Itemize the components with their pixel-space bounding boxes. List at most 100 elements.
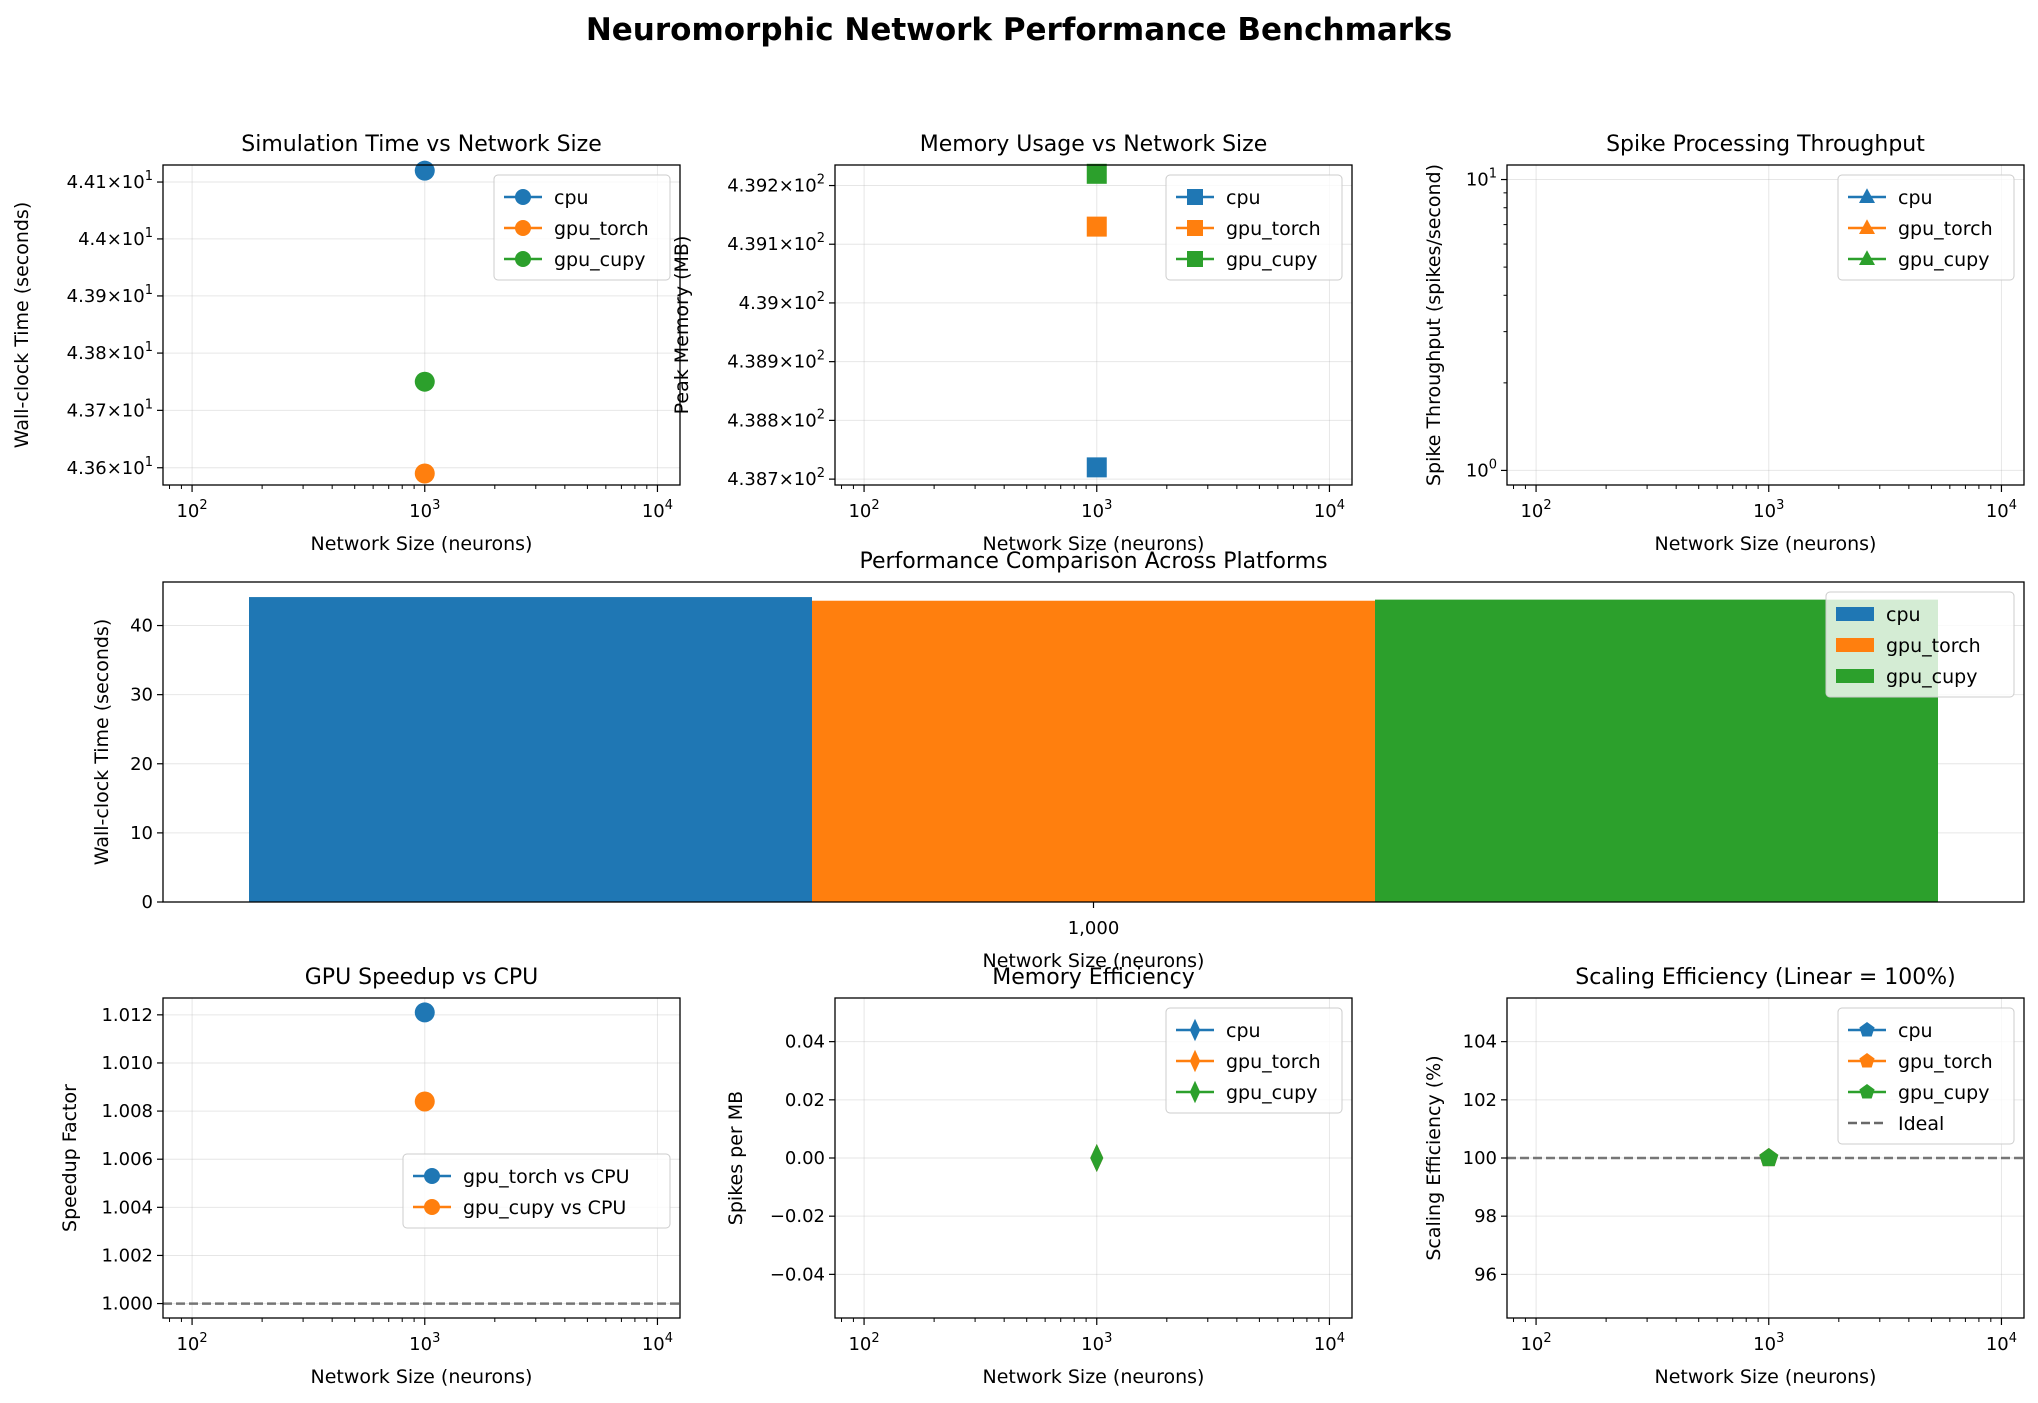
legend-label: gpu_cupy — [1226, 249, 1317, 271]
y-tick-label: 4.38×101 — [67, 340, 153, 364]
y-tick-label: 1.002 — [101, 1245, 153, 1266]
legend: gpu_torch vs CPU gpu_cupy vs CPU — [402, 1153, 671, 1229]
x-tick-label: 102 — [848, 1331, 879, 1355]
y-tick-label: 98 — [1474, 1206, 1497, 1227]
y-tick-label: 101 — [1466, 167, 1497, 191]
legend-item-cpu: cpu — [1848, 187, 1933, 209]
legend: cpu gpu_torch gpu_cupy Ideal — [1837, 1007, 2015, 1145]
legend-label: gpu_torch — [1898, 1051, 1993, 1073]
point-gpu_cupy — [1086, 163, 1107, 184]
legend-label: gpu_torch — [1886, 635, 1981, 657]
x-tick-label: 104 — [1986, 498, 2017, 522]
y-tick-label: 1.004 — [101, 1197, 153, 1218]
legend-label: cpu — [1886, 604, 1921, 626]
legend-label: Ideal — [1898, 1113, 1944, 1135]
legend-marker — [1187, 220, 1203, 236]
legend-marker — [515, 220, 531, 236]
legend-frame — [1165, 1007, 1343, 1114]
legend-marker — [1859, 219, 1875, 234]
point-gpu_torch — [1086, 216, 1107, 237]
y-tick-label: 1.006 — [101, 1149, 153, 1170]
y-tick-label: 100 — [1463, 1148, 1497, 1169]
y-tick-label: 96 — [1474, 1264, 1497, 1285]
panel-title: Scaling Efficiency (Linear = 100%) — [1575, 965, 1956, 990]
y-tick-label: 4.392×102 — [727, 173, 825, 197]
legend-item-Ideal: Ideal — [1848, 1113, 1944, 1135]
y-tick-label: −0.04 — [770, 1264, 825, 1285]
panel-title: Memory Efficiency — [992, 965, 1194, 990]
x-axis-label: Network Size (neurons) — [983, 533, 1205, 555]
legend-item-gpu_cupy: gpu_cupy — [1848, 249, 1989, 271]
legend-swatch — [1836, 669, 1874, 683]
y-tick-label: 40 — [130, 616, 153, 637]
legend-item-gpu_cupy: gpu_cupy — [1176, 249, 1317, 271]
legend-item-gpu_cupy: gpu_cupy — [504, 249, 645, 271]
x-axis-label: Network Size (neurons) — [311, 1366, 533, 1388]
legend-label: gpu_torch — [1226, 218, 1321, 240]
panel-throughput: 102 103 104 100 101 Spike Processing Throughp… — [1423, 132, 2025, 555]
legend-label: cpu — [554, 187, 589, 209]
x-tick-label: 104 — [642, 1331, 673, 1355]
y-tick-label: 0.02 — [785, 1090, 825, 1111]
x-axis-label: Network Size (neurons) — [983, 1366, 1205, 1388]
legend-marker — [1189, 1049, 1201, 1073]
legend: cpu gpu_torch gpu_cupy — [1165, 174, 1343, 281]
legend-item-gpu_torch: gpu_torch — [1848, 218, 1993, 240]
y-tick-label: 1.012 — [101, 1005, 153, 1026]
legend-label: gpu_torch — [1226, 1051, 1321, 1073]
legend-item-gpu_cupy: gpu_cupy — [1176, 1080, 1317, 1104]
axes-frame — [1506, 164, 2025, 486]
x-tick-label: 103 — [1753, 498, 1784, 522]
panel-speedup: 102 103 104 1.000 1.002 1.004 1.006 1.008 1.010 1… — [59, 965, 681, 1388]
y-tick-label: 1.010 — [101, 1053, 153, 1074]
x-tick-label: 103 — [1081, 1331, 1112, 1355]
y-axis-label: Spikes per MB — [725, 1091, 747, 1225]
x-tick-label: 102 — [848, 498, 879, 522]
legend-item-cpu: cpu — [1176, 1018, 1261, 1042]
y-tick-label: 4.37×101 — [67, 397, 153, 421]
legend-item-cpu: cpu — [1176, 187, 1261, 209]
y-axis-label: Wall-clock Time (seconds) — [11, 202, 33, 449]
legend-marker — [1859, 188, 1875, 203]
legend-marker — [1189, 1018, 1201, 1042]
y-tick-label: 4.39×101 — [67, 283, 153, 307]
x-axis-label: Network Size (neurons) — [311, 533, 533, 555]
legend-swatch — [1836, 607, 1874, 621]
legend-marker — [1189, 1080, 1201, 1104]
legend-label: cpu — [1226, 1020, 1261, 1042]
y-tick-label: 1.000 — [101, 1294, 153, 1315]
y-tick-label: 4.41×101 — [67, 169, 153, 193]
x-tick-label: 103 — [1081, 498, 1112, 522]
x-tick-label: 103 — [409, 1331, 440, 1355]
point-gpu_cupy vs CPU — [414, 1091, 435, 1112]
point-cpu — [414, 160, 435, 181]
legend-frame — [1837, 1007, 2015, 1145]
y-tick-label: 4.388×102 — [727, 407, 825, 431]
legend-label: gpu_torch — [554, 218, 649, 240]
legend-label: gpu_cupy vs CPU — [463, 1197, 626, 1219]
legend-item-gpu_cupy: gpu_cupy — [1836, 666, 1977, 688]
legend-swatch — [1836, 638, 1874, 652]
y-tick-label: 30 — [130, 685, 153, 706]
legend: cpu gpu_torch gpu_cupy — [493, 174, 671, 281]
panel-title: Memory Usage vs Network Size — [920, 132, 1268, 157]
legend-label: gpu_cupy — [554, 249, 645, 271]
bar-cpu — [249, 597, 812, 902]
legend-frame — [1165, 174, 1343, 281]
panel-sim-time: 102 103 104 4.36×101 4.37×101 4.38×101 4.39×10… — [11, 132, 681, 555]
legend-item-gpu_cupy-vs-CPU: gpu_cupy vs CPU — [413, 1197, 626, 1219]
legend-label: gpu_cupy — [1898, 1082, 1989, 1104]
legend: cpu gpu_torch gpu_cupy — [1165, 1007, 1343, 1114]
legend-item-gpu_torch: gpu_torch — [1848, 1051, 1993, 1073]
legend-label: gpu_torch — [1898, 218, 1993, 240]
x-tick-label: 102 — [176, 498, 207, 522]
x-axis-label: Network Size (neurons) — [1655, 533, 1877, 555]
legend-label: gpu_cupy — [1886, 666, 1977, 688]
y-tick-label: 102 — [1463, 1090, 1497, 1111]
y-tick-label: 0.04 — [785, 1032, 825, 1053]
panel-comparison: 0 10 20 30 40 1,000 Performance Comparison Acr… — [91, 549, 2025, 972]
panel-title: Simulation Time vs Network Size — [241, 132, 602, 157]
legend-marker — [424, 1199, 440, 1215]
point-gpu_cupy — [1759, 1148, 1779, 1167]
